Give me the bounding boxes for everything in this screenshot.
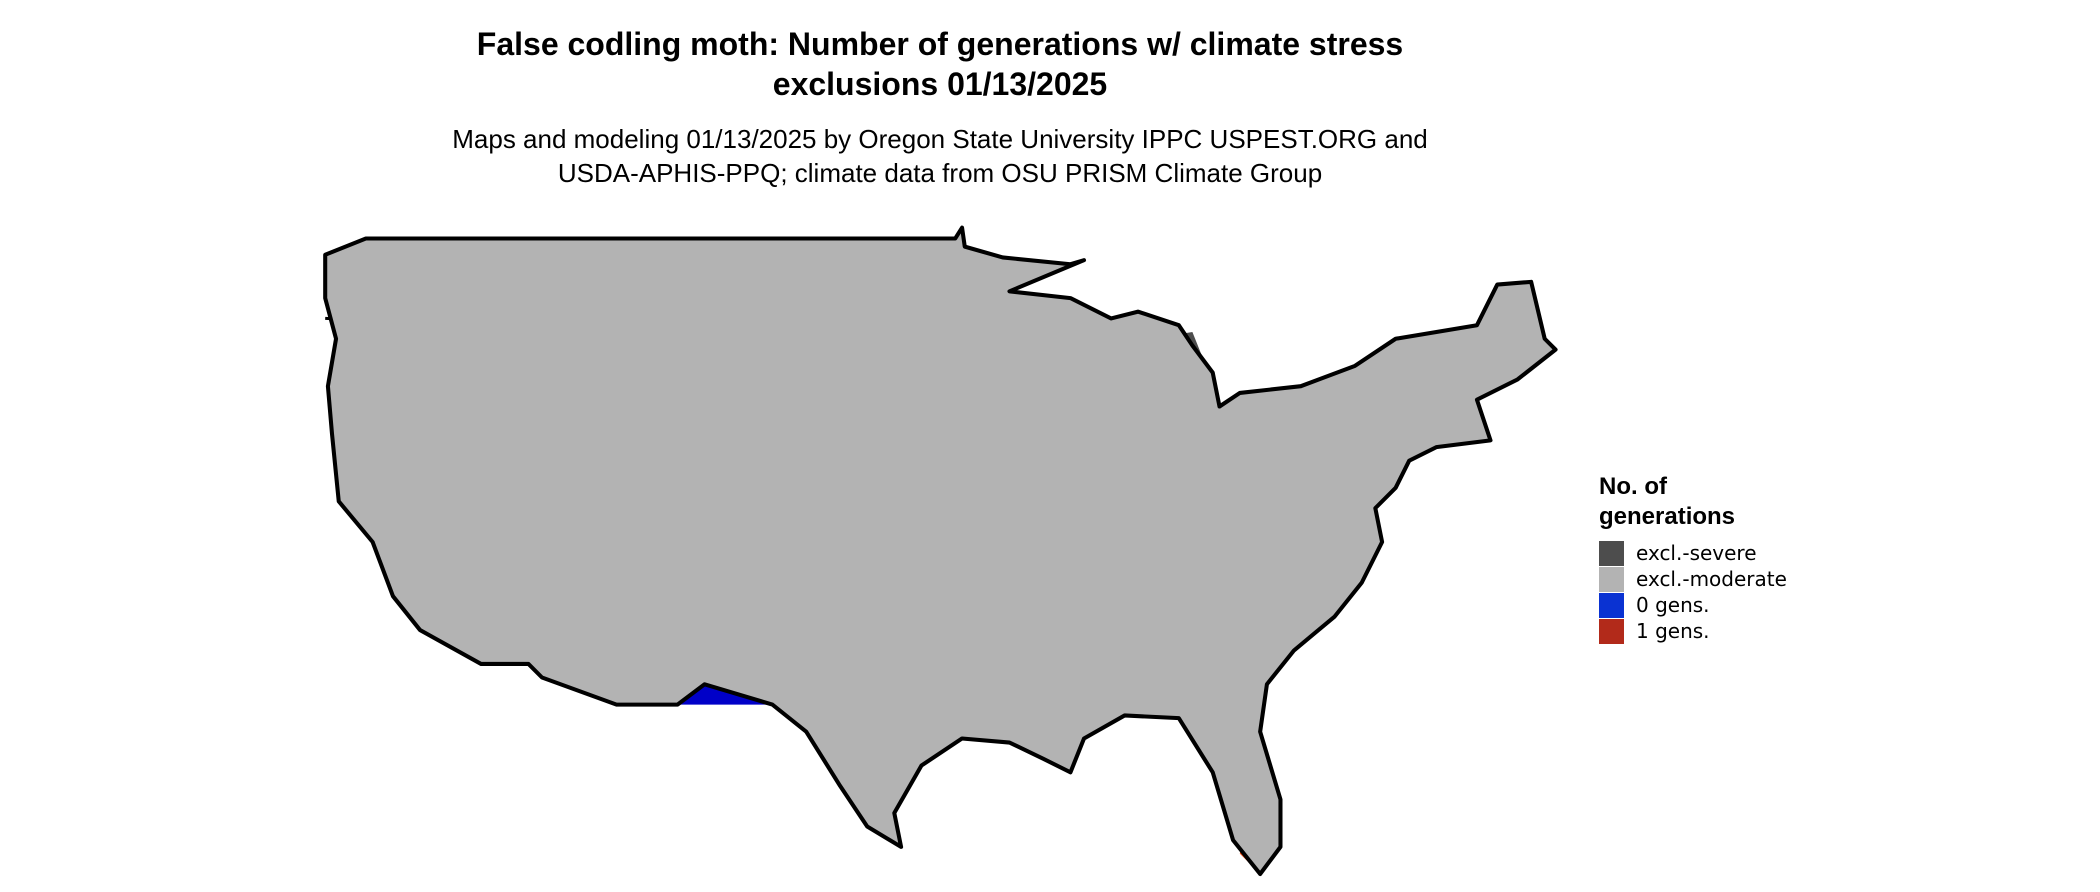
legend-item: excl.-severe: [1599, 540, 1787, 566]
legend-label: 0 gens.: [1636, 593, 1710, 617]
legend-item: 0 gens.: [1599, 592, 1787, 618]
legend-title: No. of generations: [1599, 473, 1736, 530]
legend-label: 1 gens.: [1636, 619, 1710, 643]
legend-swatch: [1599, 540, 1624, 566]
legend-swatch: [1599, 566, 1624, 592]
legend-item: 1 gens.: [1599, 618, 1787, 644]
legend-swatch: [1599, 618, 1624, 644]
legend-label: excl.-moderate: [1636, 567, 1787, 591]
legend: No. of generations excl.-severe excl.-mod…: [1599, 472, 1787, 644]
legend-item: excl.-moderate: [1599, 566, 1787, 592]
map-title: False codling moth: Number of generation…: [476, 26, 1404, 102]
legend-label: excl.-severe: [1636, 541, 1757, 565]
legend-swatch: [1599, 592, 1624, 618]
map-subtitle: Maps and modeling 01/13/2025 by Oregon S…: [452, 124, 1428, 188]
legend-items: excl.-severe excl.-moderate 0 gens. 1 gens.: [1599, 540, 1787, 644]
